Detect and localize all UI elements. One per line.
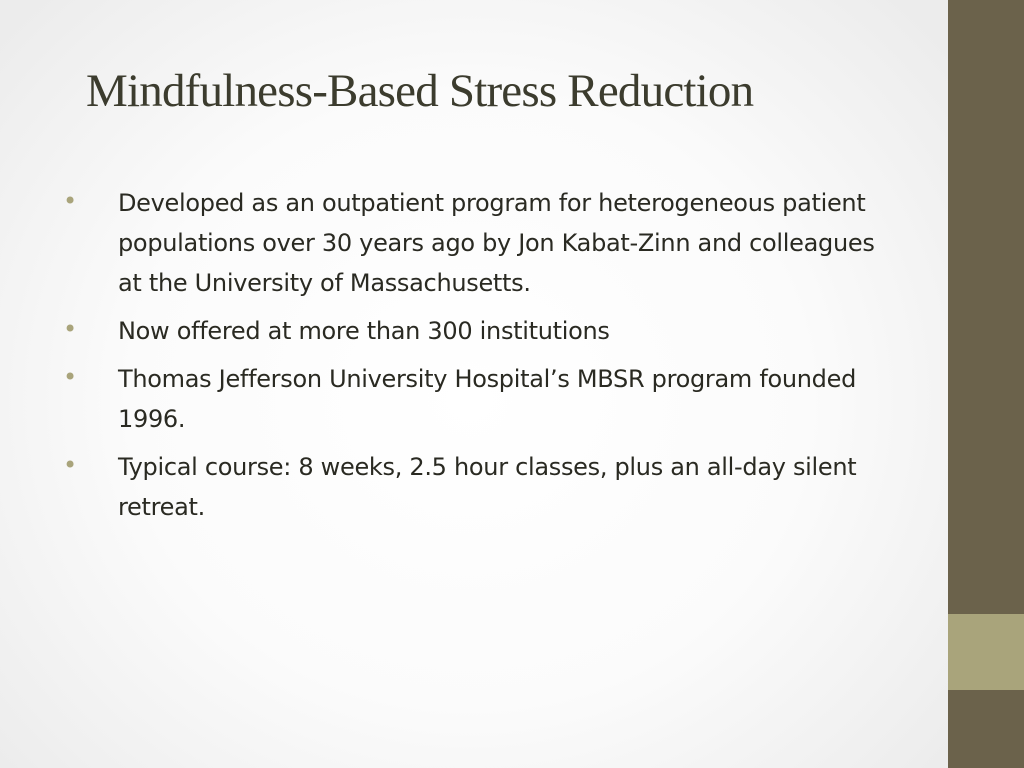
slide-title: Mindfulness-Based Stress Reduction [86,65,754,117]
bullet-icon: • [63,187,77,215]
bullet-list: • Developed as an outpatient program for… [60,183,880,535]
bullet-text: Developed as an outpatient program for h… [118,189,875,297]
bullet-item: • Now offered at more than 300 instituti… [60,311,880,351]
bullet-icon: • [63,363,77,391]
bullet-item: • Thomas Jefferson University Hospital’s… [60,359,880,439]
bullet-icon: • [63,315,77,343]
bullet-item: • Typical course: 8 weeks, 2.5 hour clas… [60,447,880,527]
bullet-text: Typical course: 8 weeks, 2.5 hour classe… [118,453,857,521]
bullet-item: • Developed as an outpatient program for… [60,183,880,303]
bullet-text: Now offered at more than 300 institution… [118,317,610,345]
bullet-icon: • [63,451,77,479]
sidebar-accent-block [948,614,1024,690]
bullet-text: Thomas Jefferson University Hospital’s M… [118,365,857,433]
